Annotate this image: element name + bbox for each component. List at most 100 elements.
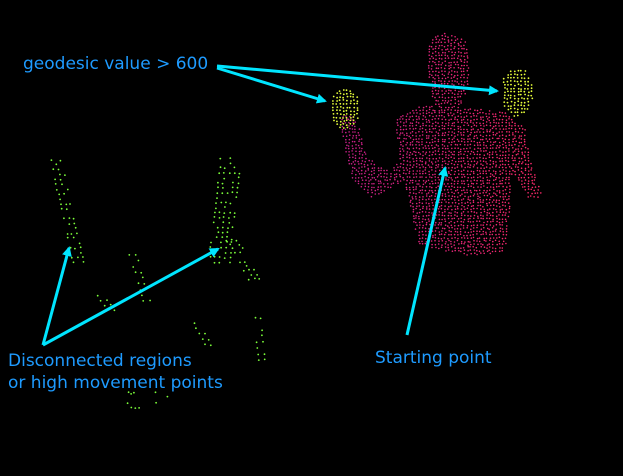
point	[479, 160, 482, 162]
point	[441, 73, 444, 76]
point	[460, 170, 463, 173]
point	[415, 217, 417, 219]
point	[515, 153, 518, 156]
point	[447, 44, 449, 47]
point	[469, 173, 472, 176]
point	[357, 180, 360, 182]
point	[520, 135, 523, 137]
point	[460, 100, 462, 102]
point	[454, 205, 456, 207]
point	[499, 195, 502, 198]
point	[476, 179, 478, 182]
point	[422, 180, 425, 182]
point	[352, 121, 354, 124]
point	[504, 188, 507, 191]
point	[495, 151, 497, 153]
point	[438, 169, 441, 172]
point	[456, 211, 459, 214]
point	[236, 186, 239, 189]
point	[478, 237, 481, 239]
point	[432, 151, 434, 153]
point	[506, 186, 508, 188]
point	[454, 118, 456, 120]
point	[248, 268, 250, 271]
point	[435, 99, 438, 102]
point	[491, 153, 494, 155]
point	[457, 121, 460, 123]
point	[411, 166, 414, 168]
point	[485, 113, 487, 115]
point	[475, 212, 478, 214]
point	[495, 128, 497, 130]
point	[466, 69, 469, 72]
point	[513, 80, 516, 82]
point	[390, 183, 393, 185]
point	[443, 128, 446, 130]
point	[356, 100, 359, 103]
point	[495, 176, 498, 179]
point	[463, 131, 465, 134]
point	[358, 140, 360, 143]
point	[134, 407, 137, 409]
point	[428, 121, 431, 123]
point	[489, 239, 491, 242]
point	[429, 106, 431, 108]
point	[476, 233, 478, 235]
point	[479, 176, 482, 178]
point	[463, 175, 466, 178]
point	[408, 195, 411, 197]
point	[351, 150, 353, 152]
point	[409, 167, 411, 170]
point	[522, 186, 524, 188]
point	[479, 131, 481, 133]
point	[438, 112, 441, 114]
point	[491, 156, 494, 159]
point	[441, 153, 444, 155]
point	[456, 176, 459, 178]
point	[406, 153, 408, 155]
point	[505, 119, 508, 121]
point	[399, 175, 402, 178]
point	[476, 226, 478, 229]
point	[483, 239, 486, 242]
point	[61, 183, 63, 186]
point	[438, 79, 440, 82]
point	[502, 211, 505, 213]
point	[444, 224, 447, 226]
point	[351, 137, 354, 139]
point	[429, 57, 431, 60]
point	[447, 41, 450, 43]
point	[342, 89, 345, 91]
point	[450, 156, 453, 158]
point	[355, 137, 358, 139]
point	[368, 180, 370, 182]
point	[257, 353, 260, 356]
point	[472, 194, 475, 197]
point	[462, 160, 465, 162]
point	[103, 304, 106, 307]
point	[339, 106, 342, 108]
point	[430, 45, 433, 48]
point	[520, 101, 523, 104]
point	[499, 206, 501, 208]
point	[406, 113, 409, 115]
point	[504, 182, 507, 184]
point	[527, 160, 530, 162]
point	[499, 227, 502, 230]
point	[441, 124, 444, 127]
point	[222, 172, 225, 174]
point	[346, 126, 349, 129]
point	[442, 140, 444, 143]
point	[348, 154, 350, 156]
point	[520, 157, 523, 160]
point	[457, 134, 459, 136]
point	[387, 186, 389, 188]
point	[437, 150, 440, 152]
point	[440, 224, 442, 226]
point	[501, 228, 504, 230]
point	[216, 192, 219, 195]
point	[435, 58, 437, 61]
point	[508, 178, 510, 181]
point	[456, 57, 459, 60]
point	[444, 57, 447, 59]
